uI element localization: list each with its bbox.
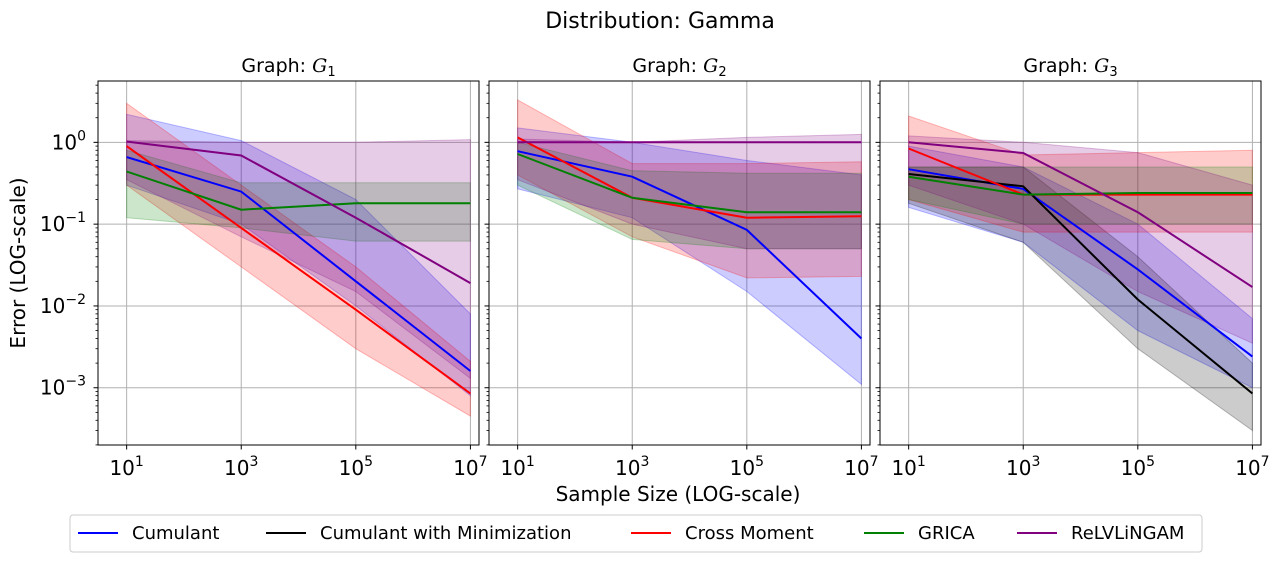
panel-title: Graph: G3 [1023, 55, 1117, 80]
legend-label: GRICA [918, 523, 975, 544]
line-grica [126, 170, 471, 211]
legend-label: ReLVLiNGAM [1071, 523, 1184, 544]
x-tick-label: 107 [1235, 454, 1269, 480]
line-cross-moment [517, 136, 862, 219]
band-cumulant [126, 113, 471, 397]
y-tick-label: 10−2 [40, 292, 86, 318]
x-tick-label: 101 [109, 454, 143, 480]
panel-title: Graph: G2 [632, 55, 726, 80]
legend: Cumulant Cumulant with Minimization Cross … [69, 514, 1203, 553]
y-tick-label: 10−3 [40, 374, 86, 400]
band-cross-moment [908, 115, 1253, 233]
panel-2: 101 103 105 107 Graph: G2 [484, 55, 879, 480]
figure-title: Distribution: Gamma [545, 9, 775, 34]
band-cumulant-with-minimization [908, 166, 1253, 432]
legend-label: Cross Moment [685, 523, 814, 544]
x-tick-label: 105 [1121, 454, 1155, 480]
x-tick-label: 101 [891, 454, 925, 480]
line-cumulant [517, 150, 863, 340]
axes-frame [488, 80, 871, 446]
x-tick-label: 107 [844, 454, 878, 480]
x-tick-label: 105 [730, 454, 764, 480]
band-grica [126, 149, 471, 242]
band-cumulant [517, 127, 862, 386]
legend-label: Cumulant with Minimization [320, 523, 571, 544]
line-cross-moment [126, 145, 471, 395]
x-tick-label: 103 [615, 454, 649, 480]
x-tick-label: 107 [453, 454, 487, 480]
panel-title: Graph: G1 [241, 55, 335, 80]
band-grica [517, 141, 862, 250]
line-grica [908, 175, 1253, 196]
y-tick-label: 100 [52, 128, 86, 154]
band-cross-moment [126, 102, 471, 417]
line-relvlingam [126, 140, 471, 284]
y-tick-label: 10−1 [40, 210, 86, 236]
line-cumulant-with-minimization [908, 173, 1254, 395]
axes-frame [879, 80, 1262, 446]
band-cross-moment [517, 99, 862, 279]
x-axis-label: Sample Size (LOG-scale) [556, 482, 801, 506]
line-cumulant [126, 156, 472, 372]
x-tick-label: 103 [224, 454, 258, 480]
axes-frame [97, 80, 480, 446]
line-grica [517, 153, 862, 214]
x-tick-label: 105 [339, 454, 373, 480]
legend-label: Cumulant [132, 523, 219, 544]
x-tick-label: 103 [1006, 454, 1040, 480]
panel-1: 10−3 10−2 10−1 100 101 103 105 107 Graph: G1 [40, 55, 488, 480]
line-cumulant [908, 168, 1254, 358]
line-relvlingam [908, 141, 1253, 288]
band-relvlingam [517, 133, 862, 250]
band-cumulant [908, 145, 1253, 389]
panel-3: 101 103 105 107 Graph: G3 [875, 55, 1270, 480]
x-tick-label: 101 [500, 454, 534, 480]
y-axis-label: Error (LOG-scale) [6, 177, 30, 348]
